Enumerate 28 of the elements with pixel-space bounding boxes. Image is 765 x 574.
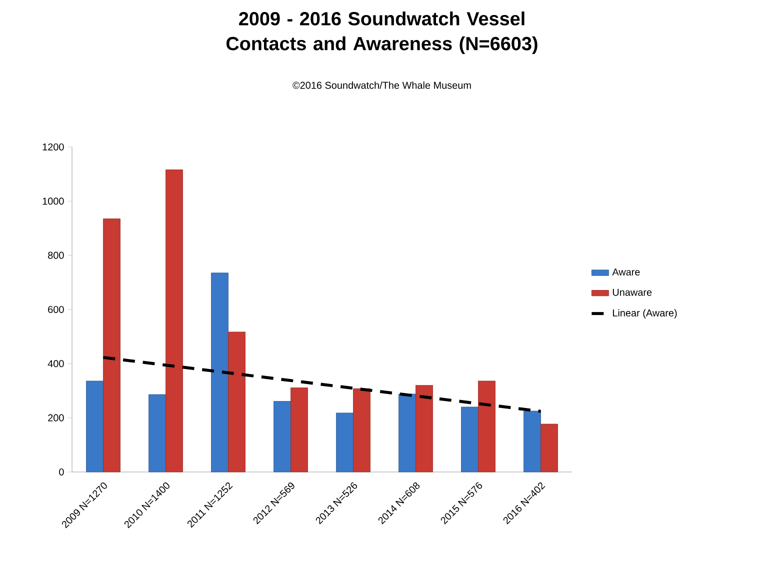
bar — [228, 332, 246, 472]
y-tick-label: 1000 — [42, 198, 64, 205]
y-tick-label: 0 — [59, 468, 64, 476]
legend-label: Aware — [612, 268, 640, 276]
legend-label: Unaware — [612, 288, 652, 296]
bar — [148, 394, 166, 472]
bar — [353, 388, 370, 472]
bar — [86, 380, 104, 472]
bar — [524, 410, 541, 472]
bar — [166, 170, 183, 472]
bar — [103, 218, 120, 472]
bar — [416, 385, 433, 472]
y-tick-label: 1200 — [42, 143, 64, 151]
y-tick-label: 200 — [48, 414, 64, 422]
y-tick-label: 400 — [48, 360, 64, 368]
bar — [274, 401, 291, 472]
chart-subtitle: ©2016 Soundwatch/The Whale Museum — [292, 82, 471, 89]
bar — [478, 380, 496, 472]
bar — [336, 412, 354, 472]
bar — [461, 406, 478, 472]
bar — [211, 272, 228, 472]
chart-title: 2009 - 2016 Soundwatch Vessel Contacts and Awareness (N=6603) — [226, 12, 538, 54]
bar — [398, 394, 416, 472]
y-tick-label: 600 — [48, 306, 64, 314]
bar — [540, 424, 558, 472]
bar — [290, 388, 308, 472]
y-tick-label: 800 — [48, 252, 64, 259]
legend-label: Linear (Aware) — [612, 309, 677, 318]
